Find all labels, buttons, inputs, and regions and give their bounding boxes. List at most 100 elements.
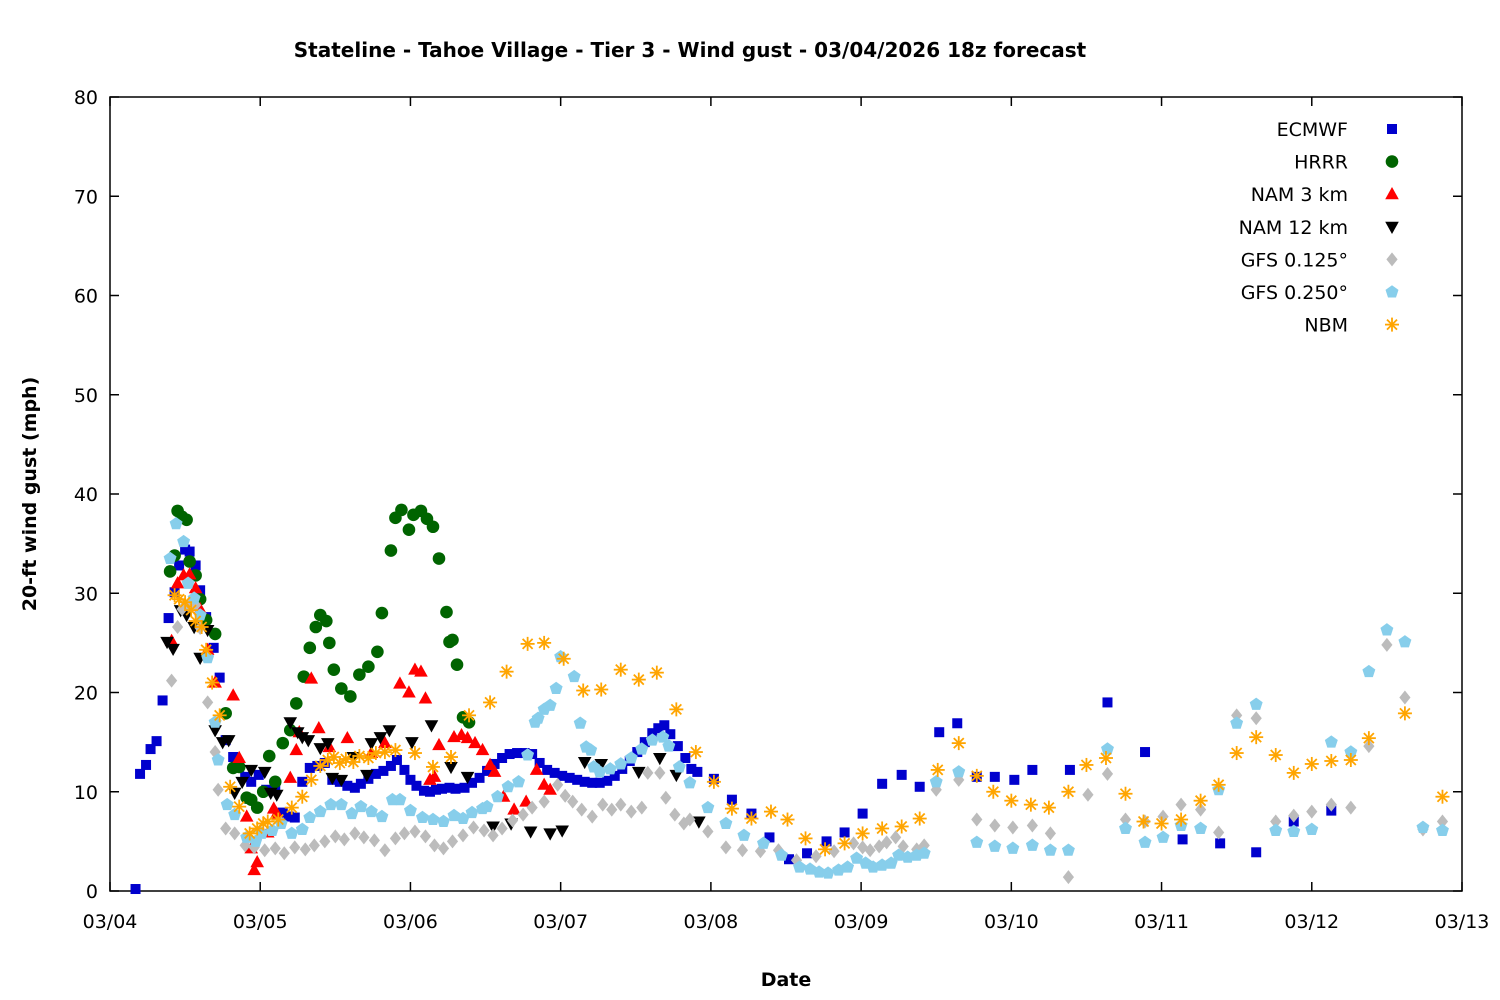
- data-point-diamond: [526, 800, 538, 815]
- data-point-asterisk: [576, 683, 591, 698]
- data-point-triangle-down: [486, 821, 500, 834]
- series-nbm: [167, 588, 1450, 857]
- data-point-square: [385, 760, 396, 771]
- data-point-pentagon: [775, 848, 788, 861]
- data-point-triangle-up: [427, 769, 442, 782]
- data-point-triangle-down: [382, 725, 397, 738]
- data-point-asterisk: [1098, 751, 1113, 766]
- data-point-square: [157, 695, 168, 706]
- data-point-triangle-down: [594, 758, 609, 772]
- data-point-square: [989, 771, 1000, 782]
- data-point-triangle-up: [487, 764, 502, 777]
- data-point-pentagon: [988, 839, 1002, 852]
- data-point-pentagon: [169, 516, 183, 530]
- data-point-square: [602, 775, 613, 786]
- data-point-square: [246, 776, 257, 787]
- data-point-square: [482, 765, 493, 776]
- data-point-pentagon: [917, 846, 931, 859]
- data-point-square: [130, 884, 141, 895]
- x-axis-label: Date: [761, 969, 812, 991]
- data-point-circle: [208, 627, 222, 641]
- data-point-square: [564, 772, 575, 783]
- data-point-triangle-up: [182, 567, 197, 580]
- data-point-diamond: [329, 829, 341, 844]
- data-point-pentagon: [656, 730, 670, 743]
- data-point-triangle-up: [460, 730, 475, 744]
- data-point-square: [430, 784, 441, 795]
- data-point-asterisk: [855, 826, 870, 841]
- data-point-pentagon: [415, 810, 429, 824]
- data-point-triangle-down: [424, 720, 439, 733]
- data-point-triangle-up: [188, 581, 203, 594]
- data-point-pentagon: [1249, 697, 1263, 710]
- data-point-square: [283, 811, 294, 822]
- data-point-triangle-down: [257, 766, 272, 780]
- data-point-asterisk: [818, 842, 833, 857]
- data-point-circle: [426, 520, 440, 534]
- data-point-triangle-down: [555, 825, 569, 838]
- data-point-triangle-up: [378, 735, 392, 749]
- data-point-asterisk: [346, 754, 361, 769]
- data-point-pentagon: [549, 681, 563, 695]
- data-point-asterisk: [388, 743, 403, 758]
- legend-item-label: NAM 3 km: [1251, 184, 1348, 206]
- data-point-asterisk: [194, 619, 209, 634]
- data-point-diamond: [1119, 812, 1132, 827]
- data-point-triangle-up: [340, 730, 355, 744]
- series-ecmwf: [130, 544, 1337, 895]
- x-tick-label: 03/06: [383, 911, 438, 933]
- data-point-diamond: [1306, 804, 1318, 819]
- data-point-asterisk: [1397, 706, 1412, 721]
- data-point-diamond: [625, 804, 637, 819]
- data-point-diamond: [437, 841, 450, 856]
- x-tick-label: 03/04: [83, 911, 138, 933]
- data-point-pentagon: [1416, 820, 1430, 833]
- data-point-square: [497, 753, 508, 764]
- legend-item-nam-12-km: NAM 12 km: [1239, 217, 1399, 239]
- data-point-asterisk: [1361, 731, 1376, 746]
- data-point-square: [659, 720, 670, 731]
- data-point-square: [934, 727, 945, 738]
- data-point-triangle-up: [507, 802, 521, 815]
- data-point-pentagon: [1156, 830, 1170, 843]
- data-point-square: [228, 752, 239, 763]
- data-point-square: [557, 770, 568, 781]
- data-point-diamond: [229, 826, 241, 841]
- data-point-diamond: [1270, 814, 1282, 829]
- data-point-triangle-down: [227, 787, 242, 800]
- data-point-triangle-up: [304, 671, 319, 684]
- legend-item-label: GFS 0.125°: [1241, 249, 1348, 271]
- data-point-square: [594, 777, 605, 788]
- data-point-asterisk: [462, 708, 477, 723]
- y-tick-label: 40: [74, 484, 98, 506]
- data-point-asterisk: [1286, 765, 1301, 780]
- data-point-diamond: [1345, 800, 1357, 815]
- data-point-circle: [262, 749, 276, 763]
- data-point-pentagon: [208, 715, 222, 728]
- data-point-diamond: [289, 840, 301, 855]
- data-point-pentagon: [929, 775, 943, 788]
- data-point-diamond: [1250, 711, 1262, 726]
- data-point-square: [821, 836, 832, 847]
- data-point-diamond: [349, 826, 361, 841]
- data-point-pentagon: [573, 716, 587, 729]
- data-point-triangle-down: [301, 735, 316, 748]
- data-point-pentagon: [187, 591, 201, 604]
- data-point-square: [914, 781, 925, 792]
- data-point-pentagon: [683, 776, 697, 789]
- data-point-diamond: [379, 843, 391, 858]
- data-point-square: [839, 827, 850, 838]
- data-point-asterisk: [556, 651, 571, 666]
- data-point-diamond: [897, 839, 909, 854]
- y-tick-label: 80: [74, 87, 98, 109]
- data-point-pentagon: [1344, 745, 1358, 758]
- x-tick-label: 03/09: [834, 911, 889, 933]
- data-point-asterisk: [295, 789, 310, 804]
- data-point-triangle-up: [232, 750, 246, 764]
- data-point-pentagon: [812, 865, 826, 878]
- data-point-asterisk: [631, 672, 646, 687]
- data-point-asterisk: [798, 831, 813, 846]
- data-point-pentagon: [1324, 735, 1338, 748]
- data-point-circle: [276, 736, 290, 750]
